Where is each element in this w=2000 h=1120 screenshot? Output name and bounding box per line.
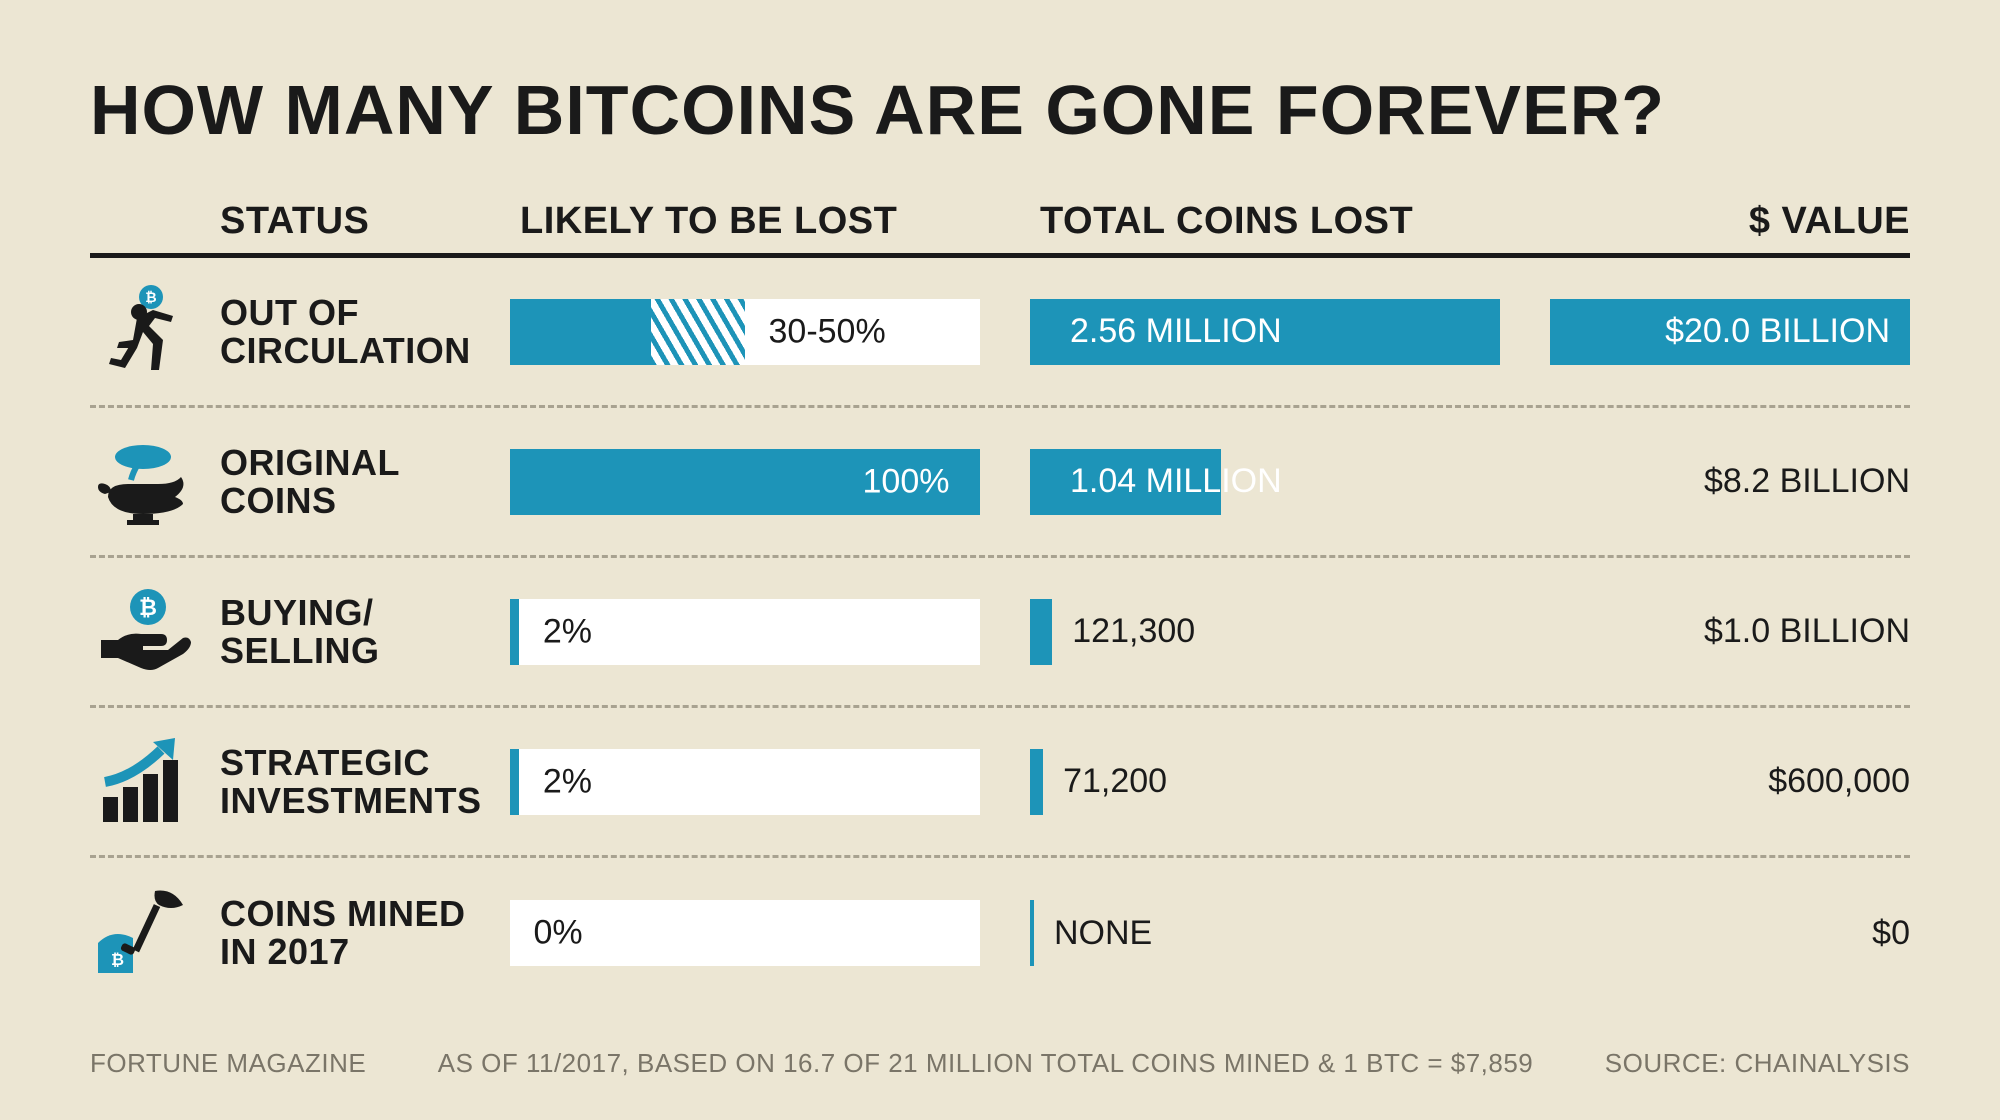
- table-row: ₿ BUYING/SELLING 2% 121,300 $1.0 BILLION: [90, 558, 1910, 708]
- col-total: TOTAL COINS LOST: [1030, 200, 1550, 243]
- status-label: OUT OFCIRCULATION: [220, 294, 471, 370]
- status-cell: STRATEGICINVESTMENTS: [90, 729, 510, 834]
- coins-cell: NONE: [1030, 900, 1550, 966]
- svg-text:₿: ₿: [111, 951, 124, 969]
- coins-label: 2.56 MILLION: [1070, 312, 1282, 351]
- value-cell: $20.0 BILLION: [1550, 299, 1910, 365]
- coins-cell: 121,300: [1030, 599, 1550, 665]
- likely-label: 0%: [534, 914, 583, 953]
- svg-text:₿: ₿: [139, 595, 157, 620]
- coins-cell: 71,200: [1030, 749, 1550, 815]
- coins-label: NONE: [1054, 914, 1152, 953]
- data-table: STATUS LIKELY TO BE LOST TOTAL COINS LOS…: [90, 200, 1910, 1008]
- coins-cell: 1.04 MILLION: [1030, 449, 1550, 515]
- svg-text:₿: ₿: [145, 289, 156, 305]
- col-likely: LIKELY TO BE LOST: [510, 200, 1030, 243]
- col-status: STATUS: [90, 200, 510, 243]
- likely-bar: 2%: [510, 749, 1030, 815]
- footer-right: SOURCE: CHAINALYSIS: [1605, 1048, 1910, 1079]
- status-label: COINS MINEDIN 2017: [220, 895, 466, 971]
- hand-coin-icon: ₿: [90, 579, 195, 684]
- status-label: BUYING/SELLING: [220, 594, 380, 670]
- status-cell: ORIGINALCOINS: [90, 429, 510, 534]
- genie-lamp-icon: [90, 429, 195, 534]
- coins-label: 1.04 MILLION: [1070, 462, 1282, 501]
- shovel-mine-icon: ₿: [90, 881, 195, 986]
- likely-label: 100%: [863, 462, 950, 501]
- coins-label: 121,300: [1072, 612, 1195, 651]
- col-value: $ VALUE: [1550, 200, 1910, 243]
- likely-label: 30-50%: [769, 312, 886, 351]
- value-cell: $1.0 BILLION: [1550, 599, 1910, 665]
- likely-label: 2%: [543, 762, 592, 801]
- likely-bar: 30-50%: [510, 299, 1030, 365]
- runner-coin-icon: ₿: [90, 279, 195, 384]
- footer: FORTUNE MAGAZINE AS OF 11/2017, BASED ON…: [90, 1048, 1910, 1079]
- value-cell: $8.2 BILLION: [1550, 449, 1910, 515]
- footer-left: FORTUNE MAGAZINE: [90, 1048, 366, 1079]
- likely-label: 2%: [543, 612, 592, 651]
- table-row: ₿ OUT OFCIRCULATION 30-50% 2.56 MILLION $20…: [90, 258, 1910, 408]
- coins-cell: 2.56 MILLION: [1030, 299, 1550, 365]
- status-cell: ₿ BUYING/SELLING: [90, 579, 510, 684]
- bar-chart-arrow-icon: [90, 729, 195, 834]
- status-cell: ₿ OUT OFCIRCULATION: [90, 279, 510, 384]
- table-header: STATUS LIKELY TO BE LOST TOTAL COINS LOS…: [90, 200, 1910, 258]
- table-row: STRATEGICINVESTMENTS 2% 71,200 $600,000: [90, 708, 1910, 858]
- footer-center: AS OF 11/2017, BASED ON 16.7 OF 21 MILLI…: [438, 1048, 1534, 1079]
- page-title: HOW MANY BITCOINS ARE GONE FOREVER?: [90, 70, 1910, 150]
- table-row: ₿ COINS MINEDIN 2017 0% NONE $0: [90, 858, 1910, 1008]
- likely-bar: 2%: [510, 599, 1030, 665]
- coins-label: 71,200: [1063, 762, 1167, 801]
- table-row: ORIGINALCOINS 100% 1.04 MILLION $8.2 BILLIO…: [90, 408, 1910, 558]
- status-label: ORIGINALCOINS: [220, 444, 400, 520]
- likely-bar: 100%: [510, 449, 1030, 515]
- status-label: STRATEGICINVESTMENTS: [220, 744, 482, 820]
- value-cell: $0: [1550, 900, 1910, 966]
- likely-bar: 0%: [510, 900, 1030, 966]
- status-cell: ₿ COINS MINEDIN 2017: [90, 881, 510, 986]
- value-cell: $600,000: [1550, 749, 1910, 815]
